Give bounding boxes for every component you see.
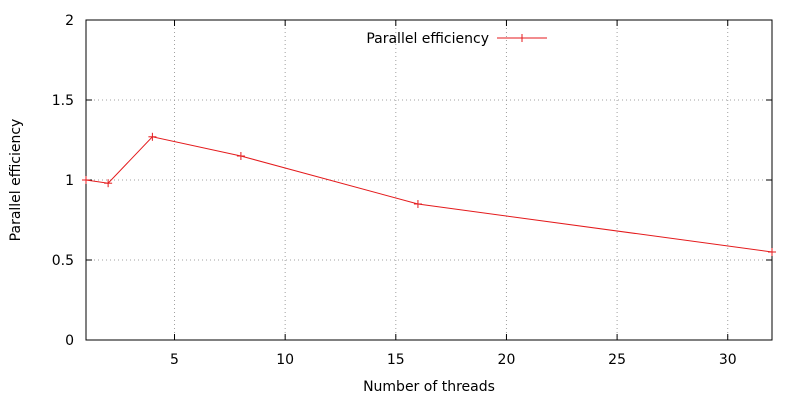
data-point-marker bbox=[104, 179, 113, 188]
data-point-marker bbox=[82, 176, 90, 184]
plot-frame bbox=[85, 19, 773, 341]
x-axis-label: Number of threads bbox=[363, 379, 495, 395]
data-point-marker bbox=[236, 152, 245, 160]
series-line bbox=[85, 136, 773, 253]
legend-label: Parallel efficiency bbox=[366, 31, 489, 47]
y-tick-label: 1.5 bbox=[52, 93, 74, 109]
y-tick-label: 0.5 bbox=[52, 253, 74, 269]
x-tick-label: 5 bbox=[170, 352, 179, 368]
legend: Parallel efficiency bbox=[366, 31, 547, 47]
grid-lines bbox=[86, 20, 772, 340]
x-tick-label: 30 bbox=[719, 352, 737, 368]
x-tick-label: 20 bbox=[498, 352, 516, 368]
y-axis-label: Parallel efficiency bbox=[8, 119, 24, 242]
x-tick-label: 15 bbox=[387, 352, 405, 368]
x-tick-label: 25 bbox=[608, 352, 626, 368]
data-point-marker bbox=[148, 132, 157, 141]
data-point-marker bbox=[413, 200, 422, 208]
y-tick-label: 2 bbox=[65, 13, 74, 29]
data-point-marker bbox=[768, 248, 776, 256]
y-tick-label: 0 bbox=[65, 333, 74, 349]
legend-marker bbox=[518, 34, 526, 42]
y-tick-label: 1 bbox=[65, 173, 74, 189]
series-layer bbox=[82, 132, 776, 256]
x-tick-label: 10 bbox=[276, 352, 294, 368]
axis-ticks: 5 10 15 20 25 30 0 0.5 1 1.5 2 bbox=[52, 13, 772, 368]
